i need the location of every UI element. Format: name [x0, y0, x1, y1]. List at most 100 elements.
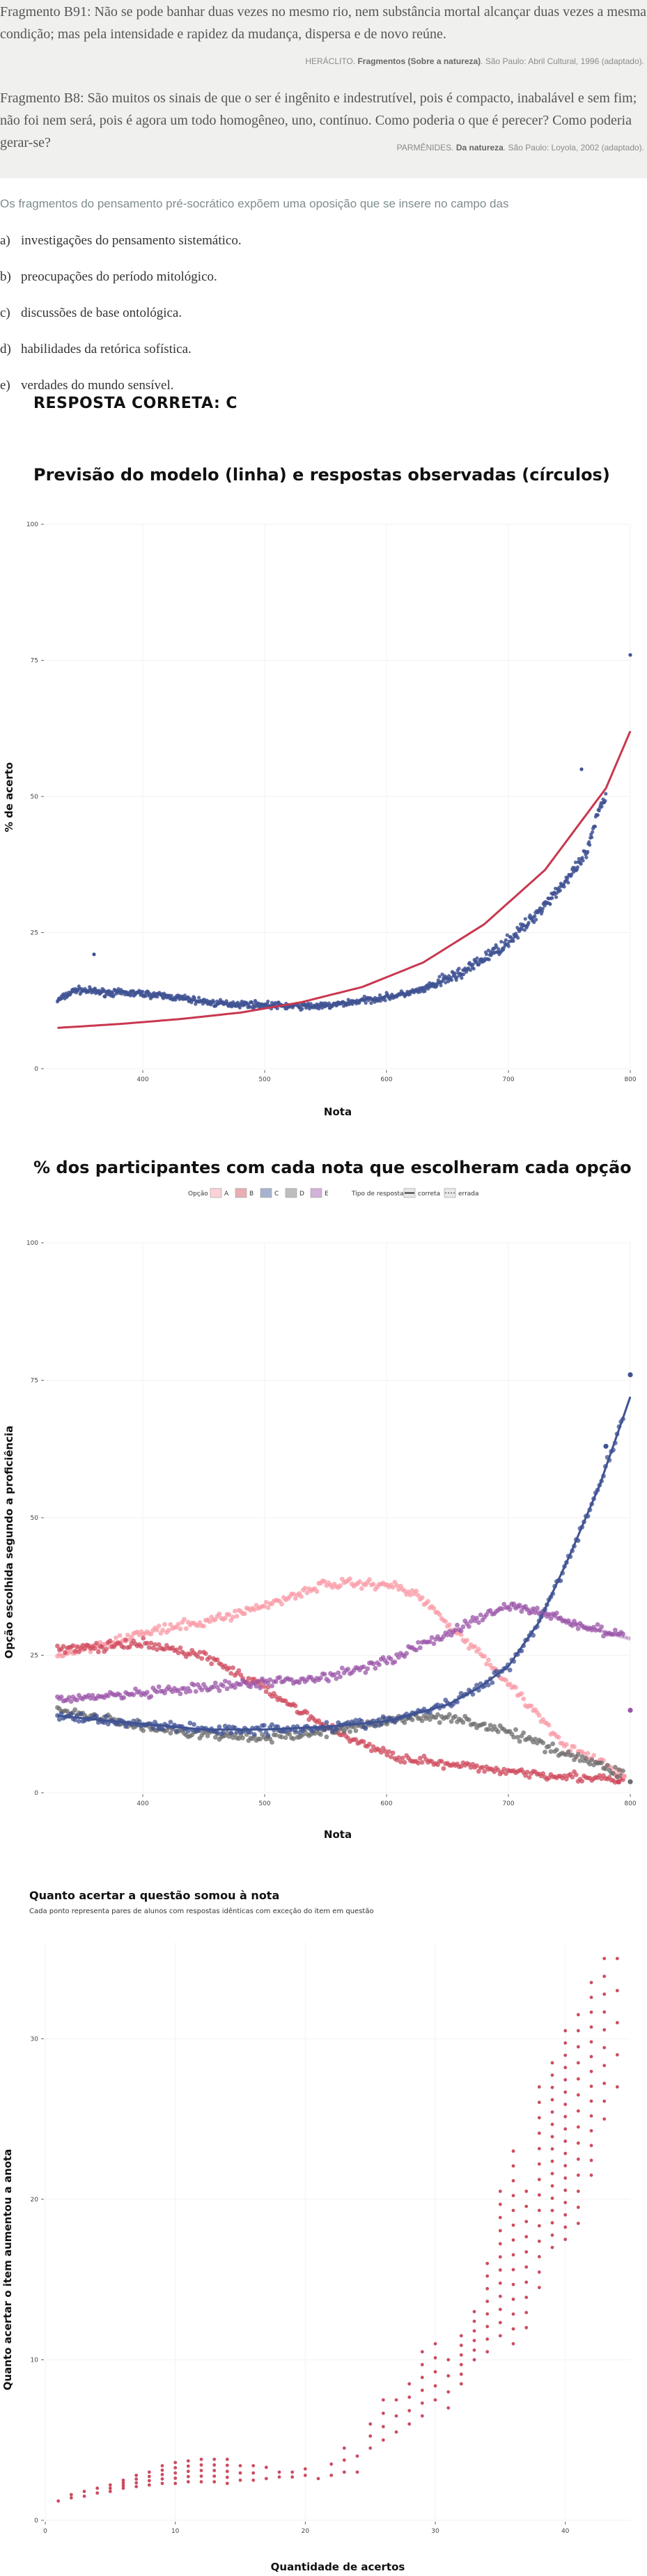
option-point-D	[279, 1734, 284, 1740]
y-tick-label: 30	[31, 2036, 39, 2043]
option-point-E	[392, 1659, 398, 1665]
score-gain-point	[381, 2425, 385, 2428]
option-point-A	[222, 1615, 228, 1621]
legend-label: errada	[458, 1191, 479, 1197]
alternative-letter: c)	[0, 306, 10, 320]
option-point-B	[70, 1643, 76, 1648]
observed-point	[593, 824, 598, 828]
option-point-C	[215, 1730, 220, 1736]
option-point-E	[593, 1628, 598, 1633]
option-point-B	[527, 1775, 532, 1780]
alternative-a[interactable]: a) investigações do pensamento sistemátic…	[0, 233, 242, 249]
alternative-text: discussões de base ontológica.	[21, 306, 182, 320]
option-point-C	[150, 1726, 156, 1731]
alternative-d[interactable]: d) habilidades da retórica sofística.	[0, 342, 192, 357]
score-gain-point	[173, 2481, 178, 2485]
option-point-E	[554, 1610, 559, 1616]
option-point-B	[55, 1643, 60, 1649]
option-point-A	[338, 1583, 343, 1589]
option-point-B	[72, 1649, 78, 1654]
score-gain-point	[160, 2481, 164, 2485]
score-gain-point	[238, 2479, 242, 2482]
score-gain-point	[589, 2144, 593, 2148]
option-point-A	[446, 1622, 452, 1628]
observed-point	[584, 856, 588, 860]
observed-point	[197, 996, 201, 1000]
legend-label: E	[325, 1191, 329, 1197]
score-gain-point	[225, 2481, 229, 2485]
option-point-D	[273, 1732, 279, 1738]
score-gain-point	[563, 2201, 568, 2204]
option-point-D	[353, 1728, 359, 1734]
score-gain-point	[602, 2099, 607, 2103]
option-point-D	[466, 1717, 471, 1722]
score-gain-point	[251, 2464, 256, 2467]
legend-label: A	[224, 1191, 229, 1197]
score-gain-point	[524, 2190, 529, 2193]
observed-point	[155, 995, 159, 999]
alternative-b[interactable]: b) preocupações do período mitológico.	[0, 269, 217, 285]
option-point-E	[297, 1680, 302, 1686]
option-point-B	[76, 1649, 81, 1655]
score-gain-point	[485, 2312, 490, 2316]
option-point-C	[173, 1728, 179, 1734]
score-gain-point	[537, 2146, 541, 2151]
observed-point	[548, 902, 552, 906]
score-gain-point	[498, 2294, 502, 2298]
score-gain-point	[394, 2430, 398, 2434]
observed-point	[383, 998, 387, 1003]
observed-point	[455, 975, 459, 980]
option-point-E	[322, 1672, 327, 1677]
score-gain-point	[563, 2127, 568, 2131]
alternative-letter: b)	[0, 269, 11, 284]
score-gain-point	[485, 2261, 490, 2265]
score-gain-point	[485, 2337, 490, 2341]
option-point-A	[263, 1600, 269, 1605]
option-point-E	[476, 1620, 481, 1625]
option-point-D	[435, 1712, 440, 1718]
option-point-D	[410, 1717, 415, 1722]
option-point-E	[339, 1665, 345, 1671]
option-point-A	[572, 1744, 577, 1750]
option-point-E	[396, 1655, 401, 1660]
legend-swatch	[444, 1188, 456, 1198]
x-tick-label: 0	[43, 2528, 47, 2535]
score-gain-point	[537, 2162, 541, 2166]
score-gain-point	[589, 2158, 593, 2162]
score-gain-point	[147, 2483, 151, 2487]
option-point-D	[488, 1722, 493, 1728]
option-point-E	[458, 1628, 464, 1633]
option-point-B	[139, 1644, 144, 1649]
observed-point	[558, 888, 563, 893]
option-point-B	[228, 1671, 234, 1676]
alternative-text: preocupações do período mitológico.	[21, 269, 217, 284]
option-point-A	[431, 1605, 437, 1611]
option-point-B	[107, 1638, 113, 1644]
score-gain-point	[498, 2320, 502, 2325]
option-point-A	[414, 1589, 419, 1594]
option-point-A	[279, 1601, 284, 1607]
score-gain-point	[342, 2446, 346, 2450]
option-point-E	[270, 1683, 274, 1688]
observed-point	[579, 862, 583, 866]
option-point-D	[517, 1738, 522, 1744]
option-point-E	[156, 1684, 162, 1690]
option-point-D	[511, 1734, 517, 1740]
score-gain-point	[550, 2135, 554, 2139]
option-point-B	[304, 1710, 310, 1715]
score-gain-point	[537, 2116, 541, 2120]
alternative-c[interactable]: c) discussões de base ontológica.	[0, 306, 182, 321]
alternative-e[interactable]: e) verdades do mundo sensível.	[0, 378, 174, 393]
score-gain-point	[225, 2463, 229, 2467]
option-point-B	[63, 1650, 68, 1656]
score-gain-point	[394, 2414, 398, 2418]
score-gain-point	[563, 2225, 568, 2229]
score-gain-point	[524, 2204, 529, 2208]
score-gain-point	[108, 2486, 112, 2490]
score-gain-point	[264, 2476, 268, 2481]
score-gain-point	[290, 2470, 295, 2474]
x-tick-label: 400	[137, 1800, 148, 1807]
score-gain-point	[511, 2282, 515, 2286]
option-point-A	[261, 1603, 267, 1609]
score-gain-point	[511, 2223, 515, 2227]
